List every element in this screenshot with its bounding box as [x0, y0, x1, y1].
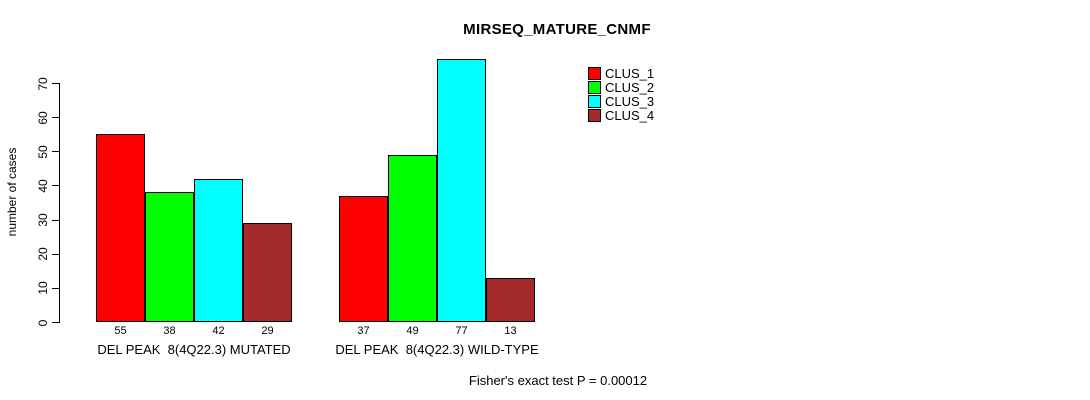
bar-clus_3-group1 [194, 179, 243, 322]
bar-clus_1-group1 [96, 134, 145, 322]
x-category-label-mutated: DEL PEAK 8(4Q22.3) MUTATED [97, 342, 291, 357]
legend-swatch-clus_4 [588, 109, 601, 122]
legend-swatch-clus_3 [588, 95, 601, 108]
y-axis-tick-label: 0 [36, 319, 50, 326]
bar-value-label: 38 [163, 325, 176, 337]
y-axis-tick [52, 287, 59, 289]
chart-title: MIRSEQ_MATURE_CNMF [463, 21, 651, 38]
bar-value-label: 49 [406, 325, 419, 337]
bar-value-label: 55 [114, 325, 127, 337]
bar-value-label: 37 [357, 325, 370, 337]
y-axis-tick [52, 151, 59, 153]
y-axis-tick [52, 253, 59, 255]
legend-label-clus_4: CLUS_4 [605, 108, 655, 123]
y-axis-tick [52, 83, 59, 84]
legend-swatch-clus_2 [588, 81, 601, 94]
y-axis-tick-label: 60 [36, 110, 50, 125]
y-axis-label: number of cases [5, 147, 19, 237]
x-category-label-wild-type: DEL PEAK 8(4Q22.3) WILD-TYPE [335, 342, 539, 357]
y-axis-tick [52, 185, 59, 187]
bar-clus_4-group2 [486, 278, 535, 322]
y-axis-tick-label: 50 [36, 145, 50, 159]
y-axis-tick-label: 40 [36, 179, 50, 193]
y-axis-line [59, 83, 60, 323]
bar-clus_3-group2 [437, 59, 486, 322]
y-axis-tick-label: 10 [36, 281, 50, 296]
legend-label-clus_1: CLUS_1 [605, 66, 655, 81]
y-axis-tick [52, 117, 59, 119]
bar-clus_2-group2 [388, 155, 437, 322]
legend-swatch-clus_1 [588, 67, 601, 80]
bar-clus_2-group1 [145, 192, 194, 322]
bar-clus_4-group1 [243, 223, 292, 322]
bar-clus_1-group2 [339, 196, 388, 322]
y-axis-tick [52, 322, 59, 323]
y-axis-tick-label: 70 [36, 76, 50, 91]
bar-value-label: 13 [504, 325, 517, 337]
legend-label-clus_2: CLUS_2 [605, 80, 655, 95]
legend-label-clus_3: CLUS_3 [605, 94, 655, 109]
y-axis-tick [52, 219, 59, 221]
bar-value-label: 77 [455, 325, 468, 337]
bar-value-label: 29 [261, 325, 274, 337]
bar-value-label: 42 [212, 325, 225, 337]
fisher-test-annotation: Fisher's exact test P = 0.00012 [468, 373, 648, 388]
y-axis-tick-label: 30 [36, 213, 50, 227]
y-axis-tick-label: 20 [36, 247, 50, 261]
